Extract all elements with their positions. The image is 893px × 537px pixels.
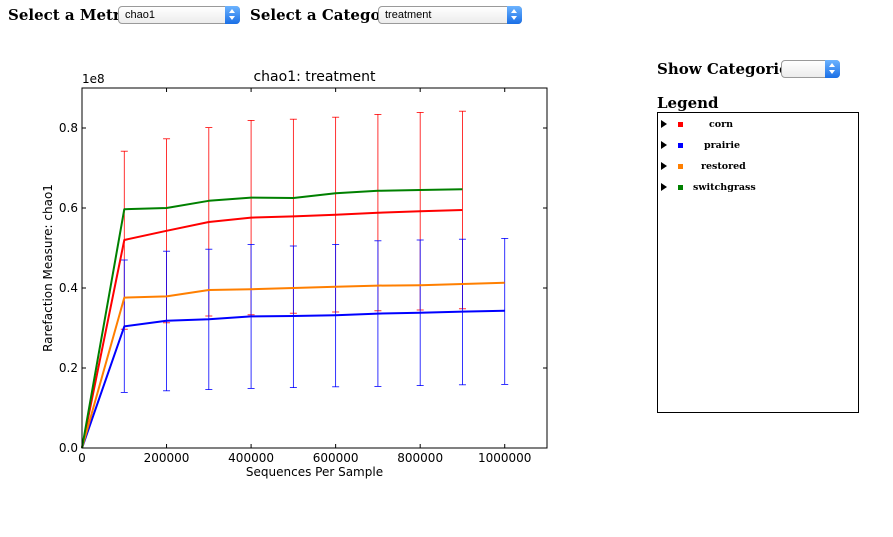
category-select[interactable]: treatment <box>378 6 522 24</box>
expand-triangle-icon[interactable] <box>661 120 667 128</box>
metric-select-value: chao1 <box>125 9 155 21</box>
legend-label: corn <box>709 119 734 130</box>
legend-label: restored <box>701 161 746 172</box>
category-select-value: treatment <box>385 9 432 21</box>
y-tick-label: 0.8 <box>59 121 78 135</box>
y-tick-label: 0.0 <box>59 441 78 455</box>
select-arrows-icon <box>825 60 840 78</box>
y-tick-label: 0.4 <box>59 281 78 295</box>
legend-swatch <box>678 143 683 148</box>
show-categories-label: Show Categories: <box>657 60 803 78</box>
y-offset-text: 1e8 <box>82 72 105 86</box>
x-tick-label: 400000 <box>228 451 274 465</box>
y-axis-label: Rarefaction Measure: chao1 <box>41 184 55 352</box>
series-line-switchgrass <box>81 188 463 449</box>
legend-title: Legend <box>657 94 719 112</box>
x-tick-label: 200000 <box>144 451 190 465</box>
legend-label: prairie <box>704 140 741 151</box>
series-line-corn <box>81 209 463 449</box>
metric-label: Select a Metric: <box>8 6 142 24</box>
series-line-restored <box>81 281 505 449</box>
expand-triangle-icon[interactable] <box>661 141 667 149</box>
axes-frame <box>81 87 548 449</box>
legend-swatch <box>678 185 683 190</box>
y-tick-label: 0.2 <box>59 361 78 375</box>
x-tick-label: 1000000 <box>478 451 531 465</box>
x-axis-label: Sequences Per Sample <box>246 465 383 479</box>
show-categories-select[interactable] <box>781 60 840 78</box>
legend-swatch <box>678 122 683 127</box>
expand-triangle-icon[interactable] <box>661 183 667 191</box>
metric-select[interactable]: chao1 <box>118 6 240 24</box>
chart-title: chao1: treatment <box>253 69 376 85</box>
category-label: Select a Category: <box>250 6 403 24</box>
x-tick-label: 0 <box>78 451 86 465</box>
x-tick-label: 800000 <box>397 451 443 465</box>
expand-triangle-icon[interactable] <box>661 162 667 170</box>
select-arrows-icon <box>225 6 240 24</box>
legend-box: corn prairie restored switchgrass <box>657 112 859 413</box>
select-arrows-icon <box>507 6 522 24</box>
y-tick-label: 0.6 <box>59 201 78 215</box>
legend-label: switchgrass <box>693 182 756 193</box>
series-line-prairie <box>81 309 505 449</box>
x-tick-label: 600000 <box>313 451 359 465</box>
legend-swatch <box>678 164 683 169</box>
